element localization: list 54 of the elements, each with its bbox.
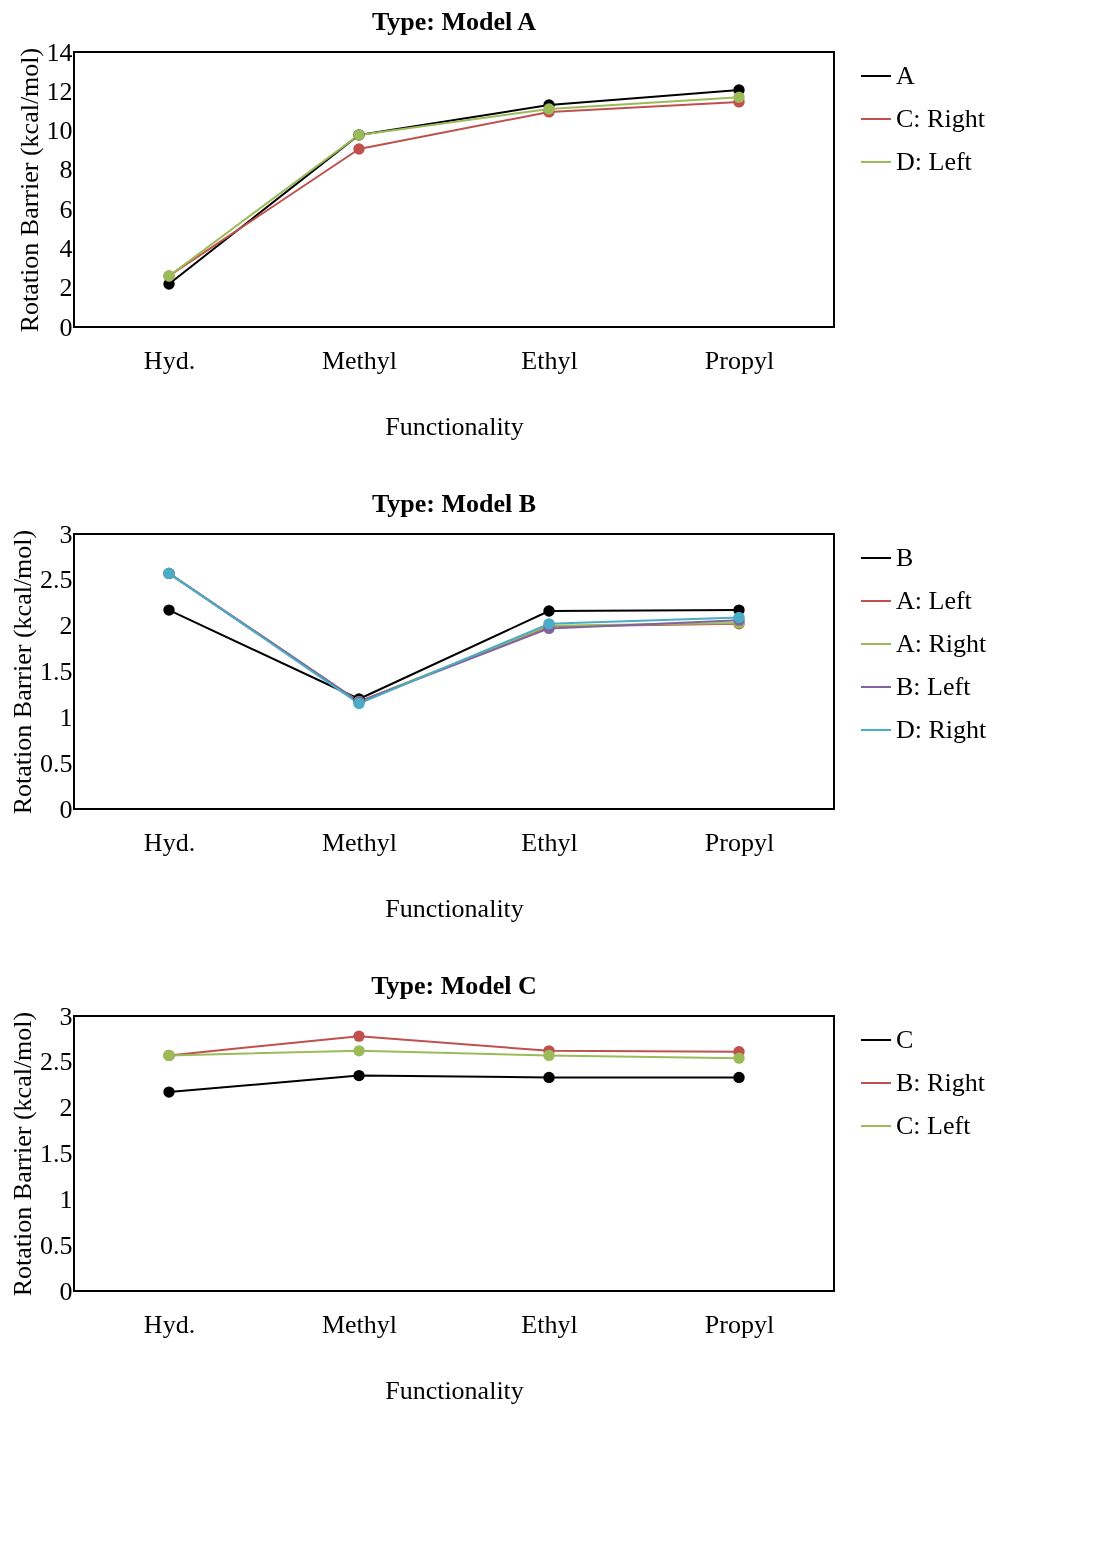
y-tick-label: 0 <box>59 794 73 824</box>
y-tick-label: 1 <box>59 1184 73 1214</box>
y-tick-label: 14 <box>46 37 73 67</box>
x-tick-label: Methyl <box>321 827 398 857</box>
x-tick-label: Ethyl <box>521 345 578 375</box>
y-axis-title: Rotation Barrier (kcal/mol) <box>8 529 37 815</box>
legend-label: B: Right <box>896 1068 986 1097</box>
y-tick-label: 12 <box>46 76 73 106</box>
y-tick-label: 0 <box>59 1276 73 1306</box>
x-tick-label: Ethyl <box>521 1309 578 1339</box>
y-tick-label: 2 <box>59 1093 73 1123</box>
y-tick-label: 3 <box>59 519 73 549</box>
y-tick-label: 8 <box>59 155 73 185</box>
y-tick-label: 2.5 <box>40 1047 73 1077</box>
chart-title: Type: Model C <box>371 971 537 1000</box>
legend-label: D: Right <box>896 715 988 744</box>
x-tick-label: Propyl <box>704 827 775 857</box>
y-tick-label: 2 <box>59 273 73 303</box>
legend-label: A: Left <box>896 586 973 615</box>
chart-title: Type: Model A <box>371 7 537 36</box>
y-tick-label: 1 <box>59 702 73 732</box>
y-tick-label: 1.5 <box>40 1139 73 1168</box>
y-axis-title: Rotation Barrier (kcal/mol) <box>14 47 44 333</box>
y-tick-label: 4 <box>59 233 73 263</box>
chart-title: Type: Model B <box>371 489 537 518</box>
x-tick-label: Propyl <box>704 345 775 375</box>
legend-label: A: Right <box>896 629 988 658</box>
y-axis-title: Rotation Barrier (kcal/mol) <box>8 1011 37 1297</box>
x-tick-label: Hyd. <box>143 827 196 857</box>
x-axis-title: Functionality <box>385 1375 524 1405</box>
x-tick-label: Methyl <box>321 1309 398 1339</box>
y-tick-label: 2.5 <box>40 565 73 595</box>
x-tick-label: Hyd. <box>143 1309 196 1339</box>
x-axis-title: Functionality <box>385 411 524 441</box>
legend-label: B: Left <box>896 672 972 701</box>
x-tick-label: Methyl <box>321 345 398 375</box>
x-tick-label: Propyl <box>704 1309 775 1339</box>
y-tick-label: 0.5 <box>40 1230 73 1260</box>
legend-label: D: Left <box>896 147 973 176</box>
y-tick-label: 1.5 <box>40 657 73 686</box>
legend-label: C <box>896 1025 914 1054</box>
y-tick-label: 10 <box>46 116 73 146</box>
legend-label: C: Right <box>896 104 986 133</box>
x-tick-label: Ethyl <box>521 827 578 857</box>
legend-label: C: Left <box>896 1111 972 1140</box>
legend-label: B <box>896 543 914 572</box>
x-axis-title: Functionality <box>385 893 524 923</box>
y-tick-label: 0 <box>59 312 73 342</box>
y-tick-label: 3 <box>59 1001 73 1031</box>
y-tick-label: 2 <box>59 611 73 641</box>
x-tick-label: Hyd. <box>143 345 196 375</box>
legend-label: A <box>896 61 915 90</box>
y-tick-label: 6 <box>59 194 73 224</box>
y-tick-label: 0.5 <box>40 748 73 778</box>
